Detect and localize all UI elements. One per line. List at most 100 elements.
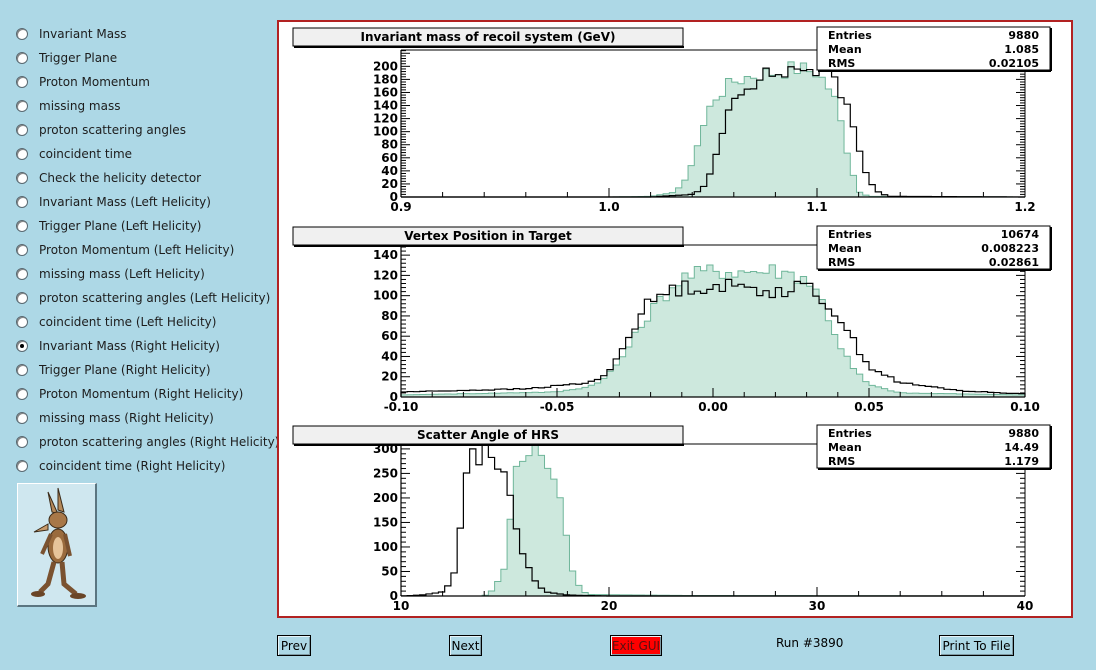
radio-option[interactable]: proton scattering angles (Left Helicity): [14, 288, 274, 308]
radio-option-label: Proton Momentum (Left Helicity): [39, 243, 235, 257]
radio-option-label: coincident time (Left Helicity): [39, 315, 217, 329]
radio-button-icon[interactable]: [16, 28, 28, 40]
radio-button-icon[interactable]: [16, 76, 28, 88]
radio-button-icon[interactable]: [16, 196, 28, 208]
stats-value: 1.179: [1004, 455, 1039, 468]
histogram-title: Invariant mass of recoil system (GeV): [361, 30, 616, 44]
stats-box: [816, 26, 1051, 71]
y-tick-label: 120: [373, 112, 398, 126]
exit-gui-button[interactable]: Exit GUI: [610, 635, 662, 656]
radio-option-label: coincident time: [39, 147, 133, 161]
next-button[interactable]: Next: [449, 635, 482, 656]
radio-button-icon[interactable]: [16, 220, 28, 232]
y-tick-label: 0: [390, 589, 398, 603]
radio-button-icon[interactable]: [16, 172, 28, 184]
stats-value: 0.008223: [981, 242, 1039, 255]
stats-box: [816, 225, 1051, 270]
radio-button-icon[interactable]: [16, 316, 28, 328]
radio-button-icon[interactable]: [16, 268, 28, 280]
stats-value: 1.085: [1004, 43, 1039, 56]
x-tick-label: 1.2: [1014, 200, 1035, 214]
radio-option[interactable]: coincident time (Left Helicity): [14, 312, 274, 332]
radio-button-icon[interactable]: [16, 340, 28, 352]
radio-button-icon[interactable]: [16, 148, 28, 160]
stats-label: RMS: [828, 256, 855, 269]
radio-option-label: missing mass (Right Helicity): [39, 411, 214, 425]
histogram-title: Vertex Position in Target: [404, 229, 572, 243]
radio-button-icon[interactable]: [16, 244, 28, 256]
y-tick-label: 0: [390, 390, 398, 404]
radio-option-label: missing mass (Left Helicity): [39, 267, 205, 281]
radio-option[interactable]: missing mass: [14, 96, 274, 116]
y-tick-label: 60: [381, 151, 398, 165]
y-tick-label: 100: [373, 540, 398, 554]
radio-button-icon[interactable]: [16, 292, 28, 304]
x-tick-label: 1.0: [598, 200, 619, 214]
radio-option[interactable]: Trigger Plane: [14, 48, 274, 68]
radio-option-label: Check the helicity detector: [39, 171, 202, 185]
y-tick-label: 140: [373, 99, 398, 113]
radio-option-label: coincident time (Right Helicity): [39, 459, 226, 473]
stats-value: 10674: [1001, 228, 1040, 241]
print-to-file-button[interactable]: Print To File: [939, 635, 1014, 656]
x-tick-label: 0.00: [698, 400, 728, 414]
stats-label: Entries: [828, 29, 872, 42]
radio-option-label: Invariant Mass: [39, 27, 127, 41]
y-tick-label: 60: [381, 329, 398, 343]
radio-button-icon[interactable]: [16, 412, 28, 424]
y-tick-label: 100: [373, 125, 398, 139]
radio-option[interactable]: coincident time (Right Helicity): [14, 456, 274, 476]
radio-button-icon[interactable]: [16, 364, 28, 376]
stats-label: Entries: [828, 427, 872, 440]
radio-option-label: proton scattering angles (Right Helicity…: [39, 435, 280, 449]
y-tick-label: 180: [373, 72, 398, 86]
stats-label: Entries: [828, 228, 872, 241]
radio-option[interactable]: proton scattering angles: [14, 120, 274, 140]
radio-option[interactable]: Proton Momentum: [14, 72, 274, 92]
radio-button-icon[interactable]: [16, 124, 28, 136]
radio-option-label: Proton Momentum: [39, 75, 150, 89]
radio-option[interactable]: proton scattering angles (Right Helicity…: [14, 432, 279, 452]
radio-option[interactable]: Trigger Plane (Left Helicity): [14, 216, 274, 236]
radio-button-icon[interactable]: [16, 52, 28, 64]
x-tick-label: -0.10: [384, 400, 419, 414]
stats-label: Mean: [828, 441, 862, 454]
stats-value: 14.49: [1004, 441, 1039, 454]
stats-value: 9880: [1008, 427, 1039, 440]
radio-option-label: Trigger Plane (Right Helicity): [39, 363, 211, 377]
radio-option[interactable]: Check the helicity detector: [14, 168, 274, 188]
radio-option-label: proton scattering angles (Left Helicity): [39, 291, 271, 305]
radio-option-label: proton scattering angles: [39, 123, 186, 137]
y-tick-label: 20: [381, 370, 398, 384]
radio-option[interactable]: missing mass (Right Helicity): [14, 408, 274, 428]
run-number-label: Run #3890: [776, 636, 844, 650]
y-tick-label: 120: [373, 268, 398, 282]
stats-label: RMS: [828, 455, 855, 468]
radio-option[interactable]: coincident time: [14, 144, 274, 164]
radio-option[interactable]: Invariant Mass (Right Helicity): [14, 336, 274, 356]
y-tick-label: 250: [373, 466, 398, 480]
radio-option[interactable]: Trigger Plane (Right Helicity): [14, 360, 274, 380]
stats-value: 0.02861: [989, 256, 1039, 269]
histogram-filled-series: [401, 61, 1026, 198]
histogram-title: Scatter Angle of HRS: [417, 428, 559, 442]
radio-button-icon[interactable]: [16, 436, 28, 448]
prev-button[interactable]: Prev: [277, 635, 311, 656]
radio-option-label: Trigger Plane: [39, 51, 118, 65]
radio-button-icon[interactable]: [16, 460, 28, 472]
radio-option[interactable]: Invariant Mass (Left Helicity): [14, 192, 274, 212]
histogram-plots: 0.9 1.0 1.1 1.2020406080100120140160180200I…: [292, 26, 1052, 613]
x-tick-label: 10: [393, 599, 410, 613]
radio-button-icon[interactable]: [16, 388, 28, 400]
stats-label: Mean: [828, 242, 862, 255]
radio-option[interactable]: Proton Momentum (Right Helicity): [14, 384, 274, 404]
radio-option[interactable]: missing mass (Left Helicity): [14, 264, 274, 284]
radio-option-label: Invariant Mass (Right Helicity): [39, 339, 220, 353]
radio-option[interactable]: Invariant Mass: [14, 24, 274, 44]
y-tick-label: 100: [373, 289, 398, 303]
histogram-filled-series: [400, 264, 1026, 398]
radio-button-icon[interactable]: [16, 100, 28, 112]
radio-option-label: missing mass: [39, 99, 121, 113]
y-tick-label: 160: [373, 85, 398, 99]
radio-option[interactable]: Proton Momentum (Left Helicity): [14, 240, 274, 260]
